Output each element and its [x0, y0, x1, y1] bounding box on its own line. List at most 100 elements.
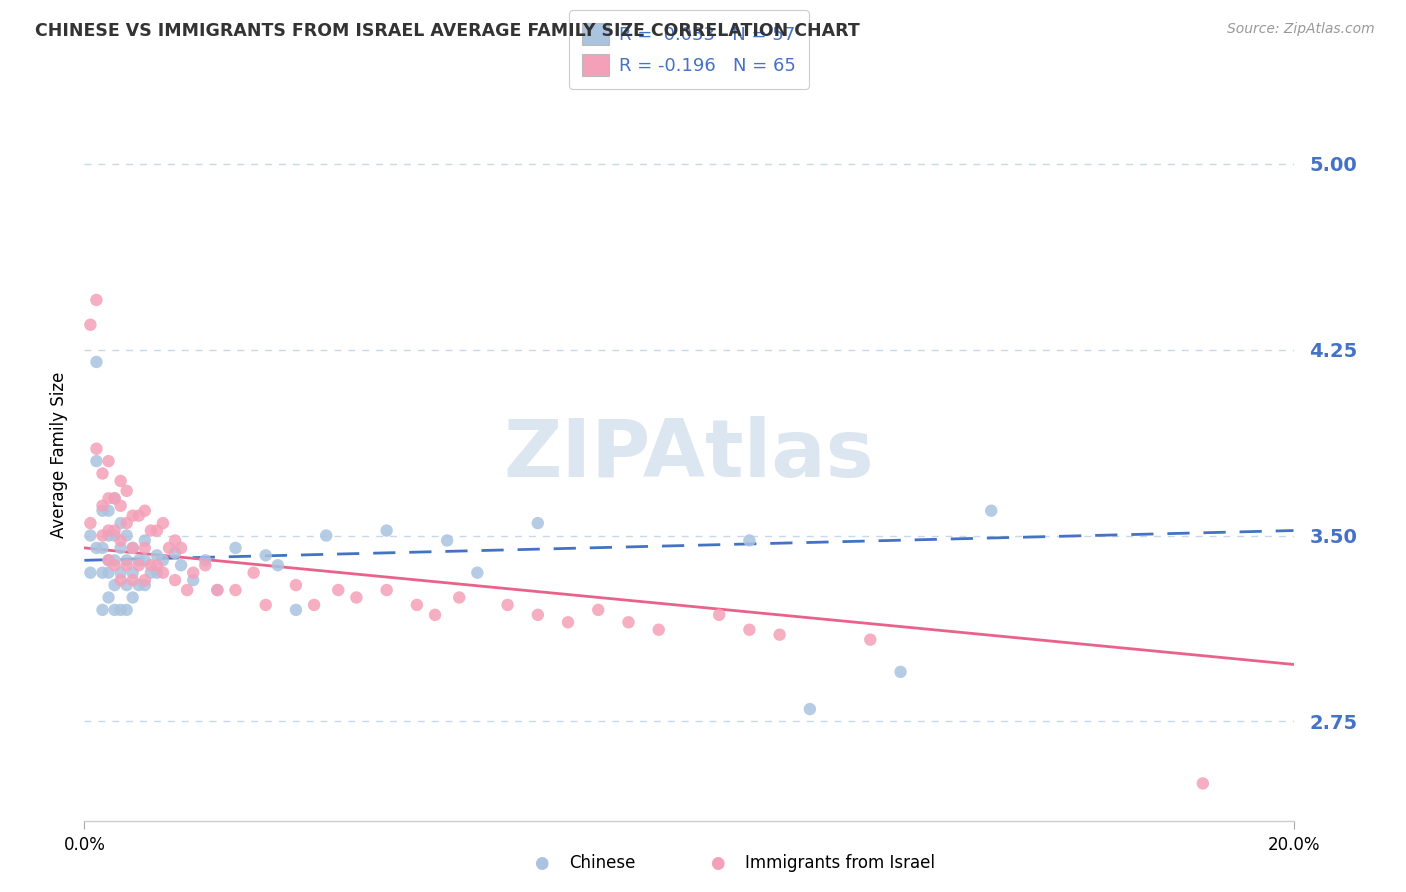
Point [79, 516, 101, 530]
Point [110, 573, 132, 587]
Point [328, 582, 350, 597]
Point [128, 508, 150, 523]
Point [859, 632, 882, 647]
Point [146, 566, 169, 580]
Point [146, 549, 169, 563]
Point [799, 702, 821, 716]
Point [86, 355, 108, 369]
Point [346, 591, 368, 605]
Text: CHINESE VS IMMIGRANTS FROM ISRAEL AVERAGE FAMILY SIZE CORRELATION CHART: CHINESE VS IMMIGRANTS FROM ISRAEL AVERAG… [35, 22, 860, 40]
Point [91, 603, 114, 617]
Point [104, 578, 127, 592]
Point [467, 566, 489, 580]
Point [181, 566, 204, 580]
Point [527, 607, 550, 622]
Point [152, 566, 174, 580]
Point [165, 573, 187, 587]
Point [134, 573, 156, 587]
Point [254, 549, 277, 563]
Point [152, 553, 174, 567]
Point [302, 598, 325, 612]
Point [128, 578, 150, 592]
Point [104, 553, 127, 567]
Point [375, 524, 398, 538]
Point [406, 598, 429, 612]
Point [97, 491, 120, 506]
Point [97, 524, 120, 538]
Point [436, 533, 458, 548]
Point [225, 541, 247, 555]
Point [97, 566, 120, 580]
Point [139, 558, 162, 573]
Point [225, 582, 247, 597]
Point [110, 541, 132, 555]
Point [449, 591, 471, 605]
Text: Source: ZipAtlas.com: Source: ZipAtlas.com [1227, 22, 1375, 37]
Point [86, 454, 108, 468]
Point [134, 541, 156, 555]
Point [139, 524, 162, 538]
Point [170, 541, 193, 555]
Point [496, 598, 519, 612]
Point [285, 603, 308, 617]
Point [134, 504, 156, 518]
Point [121, 566, 143, 580]
Point [110, 533, 132, 548]
Text: Chinese: Chinese [569, 855, 636, 872]
Point [115, 553, 138, 567]
Point [152, 516, 174, 530]
Point [97, 504, 120, 518]
Point [648, 623, 671, 637]
Point [557, 615, 579, 630]
Point [139, 566, 162, 580]
Point [1192, 776, 1215, 790]
Point [134, 553, 156, 567]
Legend: R =  0.033   N = 57, R = -0.196   N = 65: R = 0.033 N = 57, R = -0.196 N = 65 [569, 11, 808, 89]
Point [588, 603, 610, 617]
Point [176, 582, 198, 597]
Point [91, 541, 114, 555]
Point [267, 558, 290, 573]
Point [79, 318, 101, 332]
Point [115, 528, 138, 542]
Point [86, 442, 108, 456]
Point [146, 558, 169, 573]
Point [110, 516, 132, 530]
Point [104, 528, 127, 542]
Point [769, 628, 792, 642]
Point [121, 541, 143, 555]
Point [170, 558, 193, 573]
Point [121, 541, 143, 555]
Point [115, 603, 138, 617]
Point [91, 467, 114, 481]
Point [375, 582, 398, 597]
Point [121, 591, 143, 605]
Point [738, 533, 761, 548]
Point [104, 603, 127, 617]
Point [254, 598, 277, 612]
Point [97, 591, 120, 605]
Point [86, 541, 108, 555]
Text: ZIPAtlas: ZIPAtlas [503, 416, 875, 494]
Point [110, 499, 132, 513]
Point [115, 483, 138, 498]
Point [165, 533, 187, 548]
Point [194, 553, 217, 567]
Point [423, 607, 446, 622]
Point [165, 546, 187, 560]
Point [146, 524, 169, 538]
Point [207, 582, 229, 597]
Point [980, 504, 1002, 518]
Point [128, 558, 150, 573]
Point [104, 524, 127, 538]
Point [86, 293, 108, 307]
Point [157, 541, 180, 555]
Point [121, 573, 143, 587]
Point [242, 566, 264, 580]
Point [91, 504, 114, 518]
Point [110, 603, 132, 617]
Y-axis label: Average Family Size: Average Family Size [49, 372, 67, 538]
Point [194, 558, 217, 573]
Point [97, 553, 120, 567]
Point [315, 528, 337, 542]
